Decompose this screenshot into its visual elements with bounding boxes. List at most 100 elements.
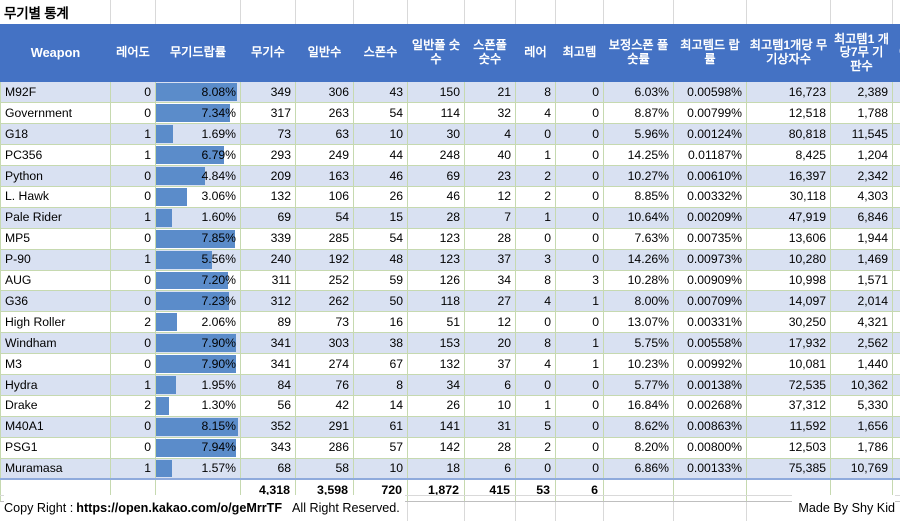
cell-weapon_cnt[interactable]: 343 (240, 437, 296, 459)
cell-best_drop[interactable]: 0.00992% (673, 353, 747, 375)
cell-spawn_pool[interactable]: 40 (464, 144, 516, 167)
kakao-open-chat-link[interactable]: https://open.kakao.com/o/geMrrTF (76, 501, 283, 515)
cell-weapon[interactable]: M3 (0, 353, 111, 375)
cell-best_item[interactable]: 0 (555, 395, 604, 417)
cell-rare[interactable]: 0 (515, 228, 556, 250)
cell-adj_spawn[interactable]: 6.03% (603, 82, 674, 104)
cell-hours[interactable]: 478 (892, 82, 900, 104)
cell-normal_cnt[interactable]: 274 (295, 353, 354, 375)
cell-hours[interactable]: 861 (892, 186, 900, 208)
cell-best_drop[interactable]: 0.00138% (673, 374, 747, 396)
cell-best_item[interactable]: 0 (555, 437, 604, 459)
table-row[interactable]: G18 1 1.69% 73 63 10 30 4 0 0 5.96% 0.00124% 80,818 1… (0, 123, 900, 146)
table-row[interactable]: PC356 1 6.79% 293 249 44 248 40 1 0 14.25% 0.01187%… (0, 144, 900, 167)
cell-rarity[interactable]: 0 (110, 228, 156, 250)
cell-normal_pool[interactable]: 123 (407, 249, 465, 271)
cell-rarity[interactable]: 2 (110, 311, 156, 334)
cell-normal_cnt[interactable]: 263 (295, 102, 354, 125)
cell-plates[interactable]: 1,788 (830, 102, 893, 125)
table-row[interactable]: Drake 2 1.30% 56 42 14 26 10 1 0 16.84% 0.00268% 37,… (0, 395, 900, 417)
cell-normal_cnt[interactable]: 306 (295, 82, 354, 104)
cell-spawn_cnt[interactable]: 54 (353, 228, 408, 250)
cell-weapon[interactable]: PC356 (0, 144, 111, 167)
table-row[interactable]: L. Hawk 0 3.06% 132 106 26 46 12 2 0 8.85% 0.00332%… (0, 186, 900, 208)
cell-best_item[interactable]: 3 (555, 270, 604, 292)
cell-drop_rate[interactable]: 7.90% (155, 332, 241, 355)
cell-normal_pool[interactable]: 26 (407, 395, 465, 417)
cell-plates[interactable]: 10,769 (830, 458, 893, 480)
cell-hours[interactable]: 864 (892, 311, 900, 334)
cell-normal_cnt[interactable]: 303 (295, 332, 354, 355)
cell-normal_cnt[interactable]: 73 (295, 311, 354, 334)
cell-normal_cnt[interactable]: 163 (295, 165, 354, 187)
cell-hours[interactable]: 1,369 (892, 207, 900, 229)
cell-best_drop[interactable]: 0.00799% (673, 102, 747, 125)
cell-hours[interactable]: 2,154 (892, 458, 900, 480)
cell-rarity[interactable]: 0 (110, 416, 156, 438)
column-header-rare[interactable]: 레어 (515, 24, 556, 82)
cell-adj_spawn[interactable]: 10.28% (603, 270, 674, 292)
cell-plates[interactable]: 4,321 (830, 311, 893, 334)
cell-spawn_pool[interactable]: 20 (464, 332, 516, 355)
cell-hours[interactable]: 294 (892, 249, 900, 271)
cell-normal_pool[interactable]: 132 (407, 353, 465, 375)
cell-drop_rate[interactable]: 7.90% (155, 353, 241, 375)
cell-rare[interactable]: 1 (515, 395, 556, 417)
cell-hours[interactable]: 468 (892, 165, 900, 187)
cell-normal_pool[interactable]: 142 (407, 437, 465, 459)
cell-boxes[interactable]: 13,606 (746, 228, 831, 250)
cell-drop_rate[interactable]: 1.69% (155, 123, 241, 146)
cell-rare[interactable]: 2 (515, 437, 556, 459)
cell-spawn_pool[interactable]: 31 (464, 416, 516, 438)
cell-rarity[interactable]: 0 (110, 332, 156, 355)
cell-adj_spawn[interactable]: 5.75% (603, 332, 674, 355)
cell-weapon[interactable]: AUG (0, 270, 111, 292)
cell-normal_cnt[interactable]: 192 (295, 249, 354, 271)
cell-spawn_cnt[interactable]: 61 (353, 416, 408, 438)
cell-boxes[interactable]: 10,998 (746, 270, 831, 292)
cell-rare[interactable]: 8 (515, 332, 556, 355)
cell-boxes[interactable]: 11,592 (746, 416, 831, 438)
cell-spawn_pool[interactable]: 28 (464, 228, 516, 250)
cell-weapon[interactable]: M92F (0, 82, 111, 104)
cell-best_drop[interactable]: 0.00133% (673, 458, 747, 480)
cell-spawn_cnt[interactable]: 15 (353, 207, 408, 229)
column-header-weapon[interactable]: Weapon (0, 24, 111, 82)
cell-adj_spawn[interactable]: 10.23% (603, 353, 674, 375)
cell-drop_rate[interactable]: 1.57% (155, 458, 241, 480)
cell-best_item[interactable]: 0 (555, 311, 604, 334)
cell-weapon_cnt[interactable]: 240 (240, 249, 296, 271)
cell-plates[interactable]: 1,656 (830, 416, 893, 438)
cell-best_item[interactable]: 0 (555, 102, 604, 125)
cell-normal_cnt[interactable]: 252 (295, 270, 354, 292)
table-row[interactable]: Windham 0 7.90% 341 303 38 153 20 8 1 5.75% 0.00558… (0, 332, 900, 355)
cell-spawn_pool[interactable]: 21 (464, 82, 516, 104)
cell-plates[interactable]: 2,389 (830, 82, 893, 104)
cell-spawn_cnt[interactable]: 10 (353, 123, 408, 146)
cell-normal_pool[interactable]: 118 (407, 290, 465, 313)
table-row[interactable]: Government 0 7.34% 317 263 54 114 32 4 0 8.87% 0.00… (0, 102, 900, 125)
cell-boxes[interactable]: 30,250 (746, 311, 831, 334)
cell-drop_rate[interactable]: 1.95% (155, 374, 241, 396)
table-row[interactable]: Python 0 4.84% 209 163 46 69 23 2 0 10.27% 0.00610%… (0, 165, 900, 187)
cell-rarity[interactable]: 0 (110, 270, 156, 292)
cell-weapon[interactable]: G36 (0, 290, 111, 313)
column-header-hours[interactable]: 예상시간 (892, 24, 900, 82)
cell-rare[interactable]: 0 (515, 311, 556, 334)
cell-rare[interactable]: 0 (515, 123, 556, 146)
cell-adj_spawn[interactable]: 5.96% (603, 123, 674, 146)
cell-weapon[interactable]: High Roller (0, 311, 111, 334)
cell-spawn_cnt[interactable]: 48 (353, 249, 408, 271)
cell-hours[interactable]: 389 (892, 228, 900, 250)
cell-plates[interactable]: 6,846 (830, 207, 893, 229)
cell-plates[interactable]: 2,014 (830, 290, 893, 313)
cell-best_item[interactable]: 1 (555, 290, 604, 313)
cell-weapon_cnt[interactable]: 84 (240, 374, 296, 396)
table-row[interactable]: AUG 0 7.20% 311 252 59 126 34 8 3 10.28% 0.00909% 10… (0, 270, 900, 292)
cell-plates[interactable]: 4,303 (830, 186, 893, 208)
cell-boxes[interactable]: 75,385 (746, 458, 831, 480)
column-header-drop_rate[interactable]: 무기드랍률 (155, 24, 241, 82)
cell-best_drop[interactable]: 0.00863% (673, 416, 747, 438)
cell-weapon[interactable]: P-90 (0, 249, 111, 271)
column-header-boxes[interactable]: 최고템1개당 무기상자수 (746, 24, 831, 82)
